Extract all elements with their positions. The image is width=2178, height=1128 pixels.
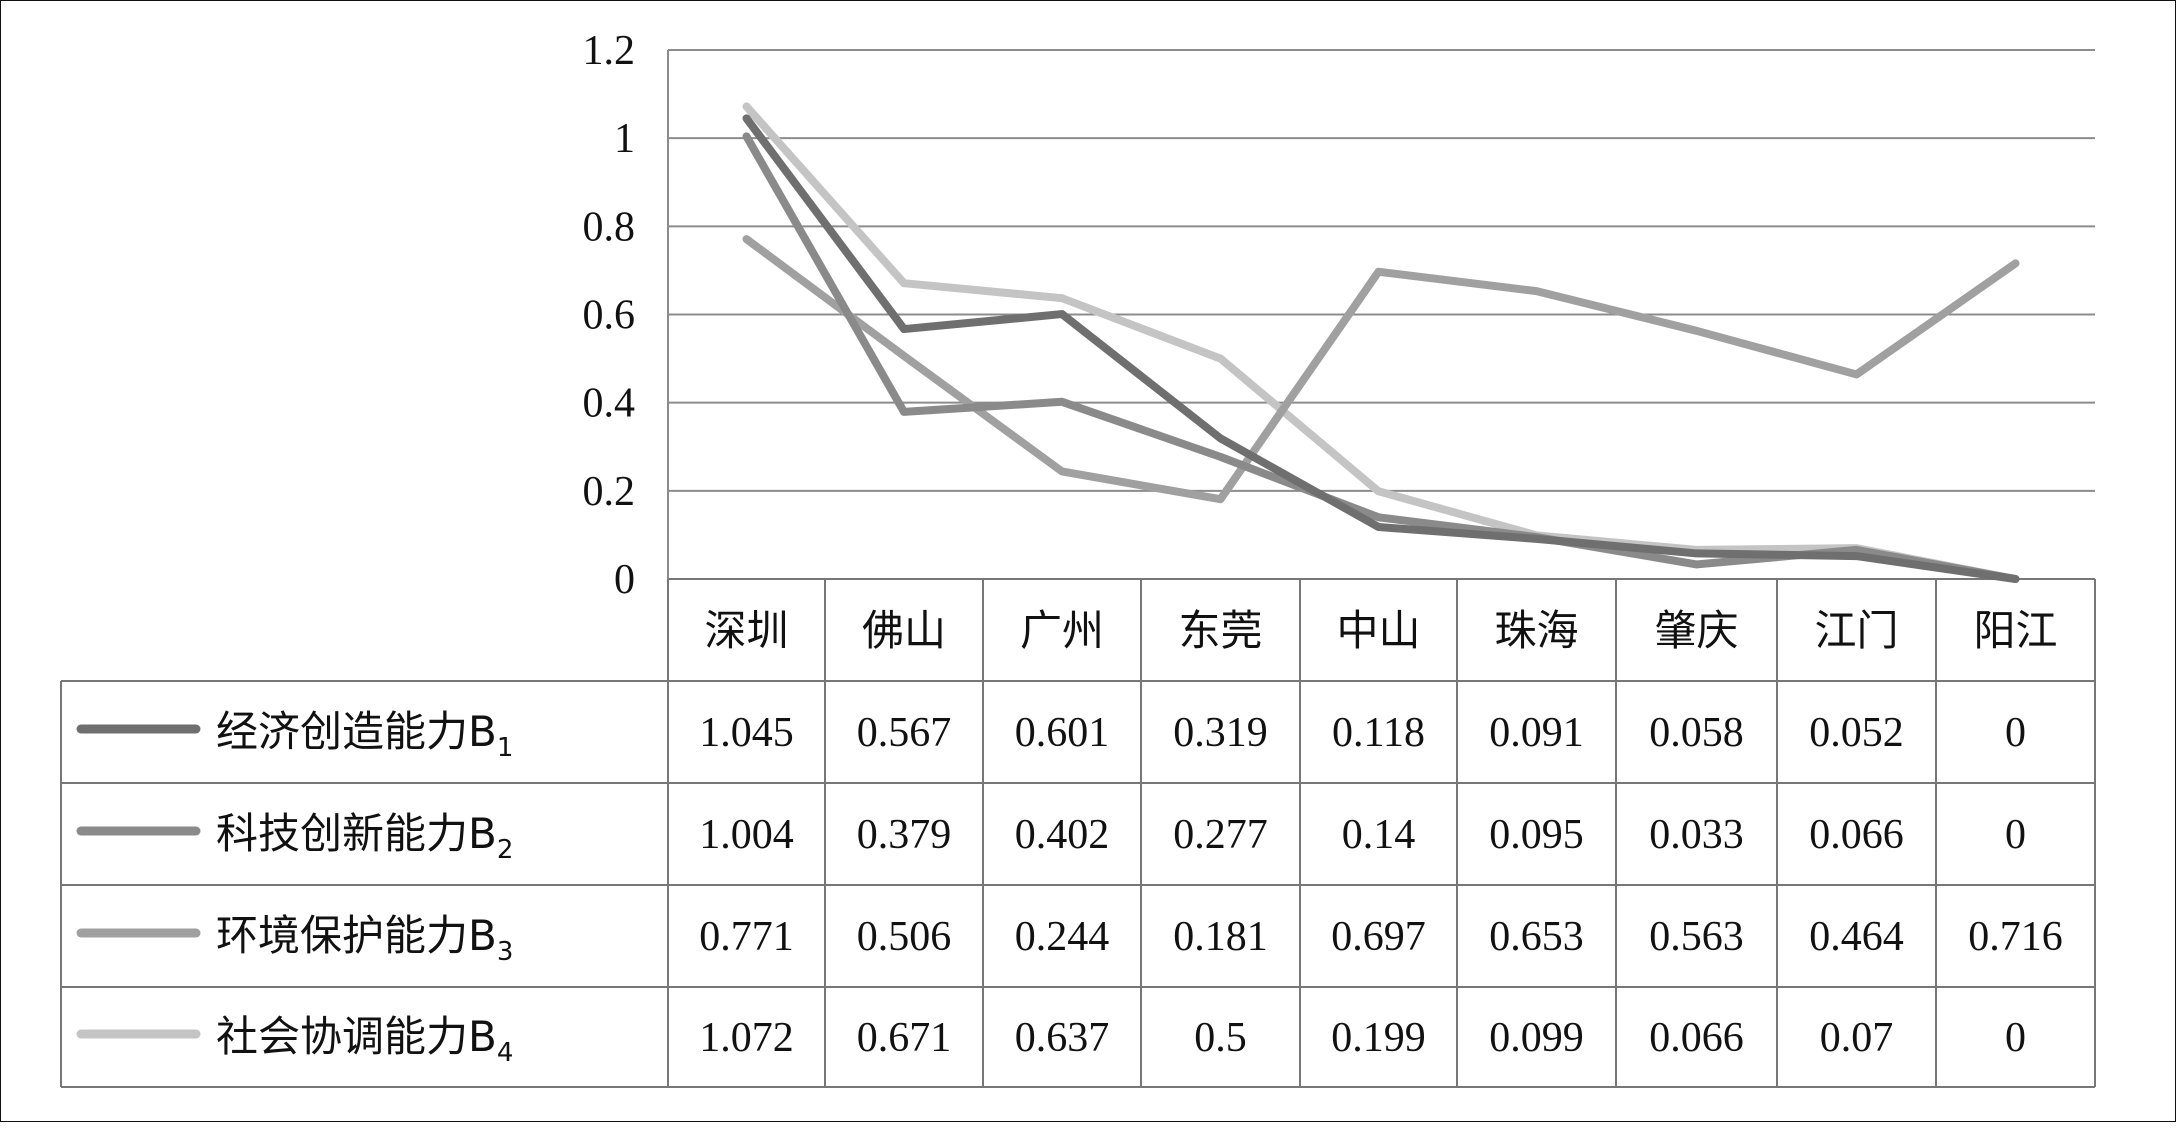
y-tick-label: 1.2 (583, 28, 636, 74)
data-label: 0.771 (699, 914, 794, 960)
series-line (742, 132, 2020, 583)
data-label: 0 (2005, 1015, 2026, 1061)
x-category-label: 佛山 (862, 606, 946, 655)
data-label: 1.045 (699, 710, 794, 756)
y-tick-label: 1 (614, 116, 635, 162)
series-line (742, 102, 2020, 583)
data-label: 0.464 (1809, 914, 1904, 960)
series-line (742, 235, 2020, 504)
data-label: 0.181 (1173, 914, 1268, 960)
series-lines (742, 102, 2020, 583)
data-label: 0.402 (1015, 812, 1110, 858)
data-label: 0.244 (1015, 914, 1110, 960)
data-label: 0.14 (1342, 812, 1416, 858)
data-label: 0.091 (1489, 710, 1584, 756)
data-label: 0.319 (1173, 710, 1268, 756)
data-label: 0.052 (1809, 710, 1904, 756)
series-name: 环境保护能力B3 (216, 911, 513, 967)
data-label: 0.07 (1820, 1015, 1894, 1061)
y-tick-label: 0.2 (583, 469, 636, 515)
data-label: 0.563 (1649, 914, 1744, 960)
y-axis-tick-labels: 0 0.2 0.4 0.6 0.8 1 1.2 (583, 28, 636, 603)
data-label: 0.697 (1331, 914, 1426, 960)
x-category-label: 深圳 (704, 606, 788, 655)
data-label: 1.072 (699, 1015, 794, 1061)
data-label: 0.099 (1489, 1015, 1584, 1061)
data-label: 0.118 (1332, 710, 1425, 756)
series-name: 科技创新能力B2 (216, 809, 513, 865)
gridlines (667, 49, 2095, 580)
y-tick-label: 0.6 (583, 293, 636, 339)
data-label: 0.058 (1649, 710, 1744, 756)
data-label: 0.066 (1649, 1015, 1744, 1061)
series-name: 经济创造能力B1 (216, 707, 513, 763)
data-label: 0.716 (1968, 914, 2063, 960)
data-label: 0.277 (1173, 812, 1268, 858)
x-category-label: 江门 (1814, 606, 1898, 655)
y-tick-label: 0 (614, 557, 635, 603)
data-label: 0.637 (1015, 1015, 1110, 1061)
x-category-label: 中山 (1336, 606, 1420, 655)
data-label: 0.567 (857, 710, 952, 756)
data-label: 0 (2005, 812, 2026, 858)
data-label: 0.033 (1649, 812, 1744, 858)
data-label: 0.066 (1809, 812, 1904, 858)
data-label: 0 (2005, 710, 2026, 756)
data-label: 0.506 (857, 914, 952, 960)
y-tick-label: 0.4 (583, 381, 636, 427)
y-tick-label: 0.8 (583, 204, 636, 250)
x-category-label: 广州 (1020, 606, 1104, 655)
x-category-label: 东莞 (1178, 606, 1262, 655)
data-label: 0.5 (1194, 1015, 1247, 1061)
x-category-label: 珠海 (1494, 606, 1578, 655)
series-line (742, 114, 2020, 583)
x-category-label: 肇庆 (1654, 606, 1738, 655)
data-label: 0.671 (857, 1015, 952, 1061)
data-label: 0.379 (857, 812, 952, 858)
data-label: 0.199 (1331, 1015, 1426, 1061)
data-label: 0.601 (1015, 710, 1110, 756)
data-label: 1.004 (699, 812, 794, 858)
data-label: 0.095 (1489, 812, 1584, 858)
data-label: 0.653 (1489, 914, 1584, 960)
x-category-label: 阳江 (1973, 606, 2057, 655)
series-name: 社会协调能力B4 (216, 1012, 513, 1068)
